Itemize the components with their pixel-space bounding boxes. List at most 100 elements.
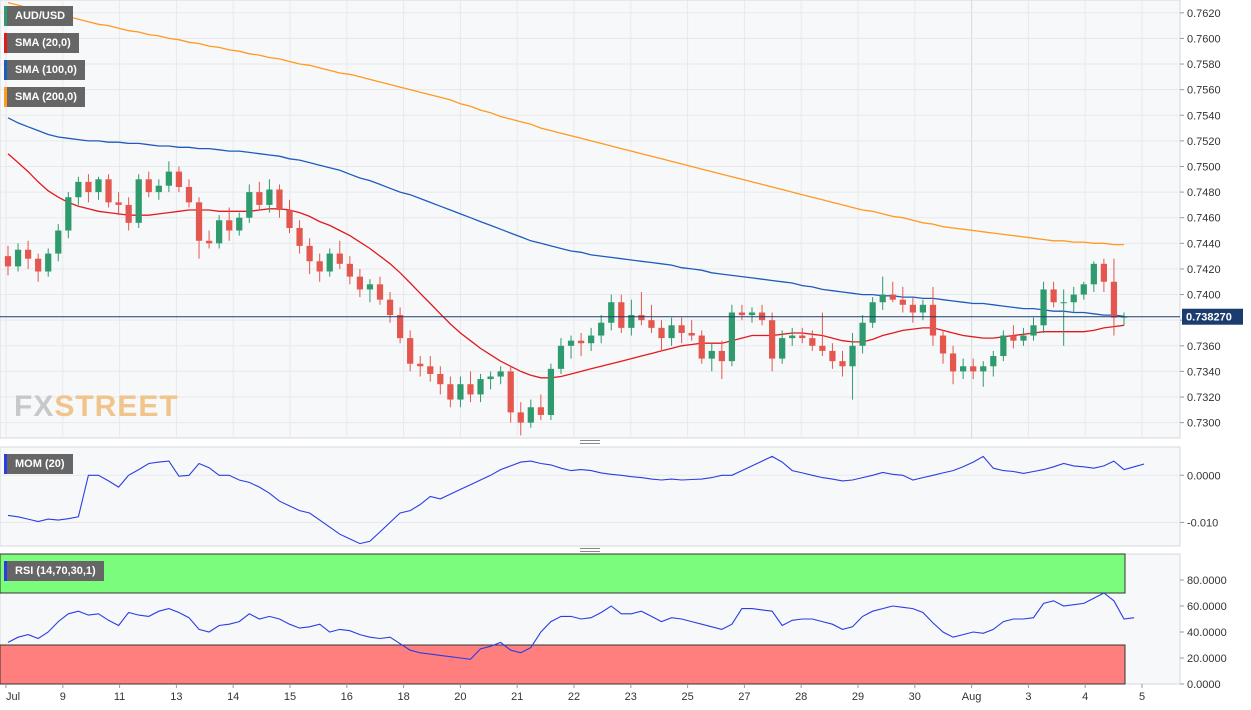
candle-body-down xyxy=(1110,281,1118,318)
candle-body-up xyxy=(879,294,886,303)
candle-body-down xyxy=(718,350,725,362)
candle-body-up xyxy=(55,230,62,254)
candle-body-down xyxy=(306,245,313,262)
rsi-panel xyxy=(0,553,1181,685)
candle-body-up xyxy=(75,181,82,198)
candle-body-up xyxy=(65,197,72,231)
rsi-tick-label: 40.0000 xyxy=(1187,627,1227,639)
y-tick-label: 0.7460 xyxy=(1187,213,1221,225)
x-tick-label: Jul xyxy=(6,691,20,703)
candle-body-down xyxy=(949,353,957,372)
panel-splitter-line xyxy=(580,548,600,549)
legend-mom-label: MOM (20) xyxy=(15,458,65,470)
candle-body-down xyxy=(24,249,32,259)
x-tick-label: 21 xyxy=(511,691,523,703)
candle-body-up xyxy=(919,304,927,313)
candle-body-down xyxy=(185,186,193,203)
candle-body-up xyxy=(216,220,223,244)
watermark-street: STREET xyxy=(54,390,179,423)
x-tick-label: 25 xyxy=(681,691,693,703)
x-tick-label: 14 xyxy=(227,691,239,703)
x-tick-label: 9 xyxy=(60,691,66,703)
panel-splitter-line xyxy=(580,440,600,441)
candle-body-up xyxy=(608,302,615,323)
candle-body-down xyxy=(195,202,203,241)
candle-body-down xyxy=(115,202,122,205)
legend-sma200[interactable]: SMA (200,0) xyxy=(4,87,85,107)
candle-body-down xyxy=(648,320,655,328)
legend-swatch-sma200 xyxy=(4,87,7,107)
candle-body-up xyxy=(266,189,273,205)
candle-body-down xyxy=(839,361,846,367)
x-tick-label: 27 xyxy=(738,691,750,703)
candle-body-down xyxy=(447,384,454,400)
candle-body-up xyxy=(859,322,866,346)
candle-body-up xyxy=(1040,289,1047,326)
sma100-line xyxy=(7,117,1125,317)
candle-body-down xyxy=(1010,335,1017,341)
candle-body-up xyxy=(1070,294,1077,303)
candle-body-down xyxy=(768,320,776,359)
panel-splitter-line xyxy=(580,551,600,552)
x-tick-label: 20 xyxy=(454,691,466,703)
y-tick-label: 0.7500 xyxy=(1187,161,1221,173)
panel-splitter-line xyxy=(580,443,600,444)
candle-body-down xyxy=(688,332,695,336)
legend-sma20[interactable]: SMA (20,0) xyxy=(4,33,79,53)
legend-sma20-label: SMA (20,0) xyxy=(15,37,71,49)
candle-body-down xyxy=(396,315,404,339)
y-tick-label: 0.7360 xyxy=(1187,341,1221,353)
candle-body-up xyxy=(135,179,142,223)
legend-mom[interactable]: MOM (20) xyxy=(4,454,73,474)
candle-body-down xyxy=(1050,289,1057,303)
candle-body-up xyxy=(1000,335,1007,357)
candle-body-down xyxy=(658,327,665,339)
x-tick-label: 28 xyxy=(795,691,807,703)
candle-body-down xyxy=(427,366,434,374)
x-tick-label: 23 xyxy=(625,691,637,703)
candle-body-up xyxy=(487,376,494,380)
candle-body-up xyxy=(628,315,635,328)
candle-body-down xyxy=(929,304,937,336)
legend-swatch-sma20 xyxy=(4,33,7,53)
candle-body-down xyxy=(417,363,424,367)
candle-body-up xyxy=(990,356,997,367)
x-tick-label: 22 xyxy=(568,691,580,703)
candle-body-down xyxy=(618,302,625,328)
candle-body-down xyxy=(407,338,414,364)
legend-rsi[interactable]: RSI (14,70,30,1) xyxy=(4,561,104,581)
y-tick-label: 0.7540 xyxy=(1187,110,1221,122)
mom-tick-label: -0.010 xyxy=(1187,517,1218,529)
candle-body-up xyxy=(849,345,856,367)
candle-body-down xyxy=(376,284,384,300)
candle-body-up xyxy=(598,322,605,336)
candle-body-down xyxy=(829,350,836,362)
candle-body-up xyxy=(1090,263,1097,285)
candle-body-up xyxy=(527,407,534,423)
main-panel xyxy=(0,0,1181,684)
candle-body-down xyxy=(678,325,685,333)
legend-sma100-label: SMA (100,0) xyxy=(15,64,77,76)
current-price-box xyxy=(1182,308,1243,325)
candle-body-down xyxy=(437,373,444,385)
candle-body-down xyxy=(517,412,524,423)
candle-body-down xyxy=(205,240,213,244)
x-tick-label: 11 xyxy=(114,691,125,703)
candle-body-up xyxy=(366,284,374,290)
candle-body-down xyxy=(889,294,896,300)
candle-body-down xyxy=(638,315,645,321)
y-tick-label: 0.7580 xyxy=(1187,59,1221,71)
mom-line xyxy=(7,455,1145,545)
sma20-line xyxy=(7,153,1125,379)
y-tick-label: 0.7520 xyxy=(1187,136,1221,148)
y-tick-label: 0.7420 xyxy=(1187,264,1221,276)
rsi-y-axis: 80.0000 60.0000 40.0000 20.0000 0.0000 xyxy=(1180,575,1227,691)
candle-body-up xyxy=(14,249,22,267)
candle-body-up xyxy=(980,366,987,372)
candle-body-down xyxy=(537,407,544,415)
candle-body-down xyxy=(296,227,303,246)
candle-body-up xyxy=(728,312,736,362)
legend-symbol[interactable]: AUD/USD xyxy=(4,6,74,26)
candle-body-up xyxy=(457,384,464,400)
legend-sma100[interactable]: SMA (100,0) xyxy=(4,60,85,80)
